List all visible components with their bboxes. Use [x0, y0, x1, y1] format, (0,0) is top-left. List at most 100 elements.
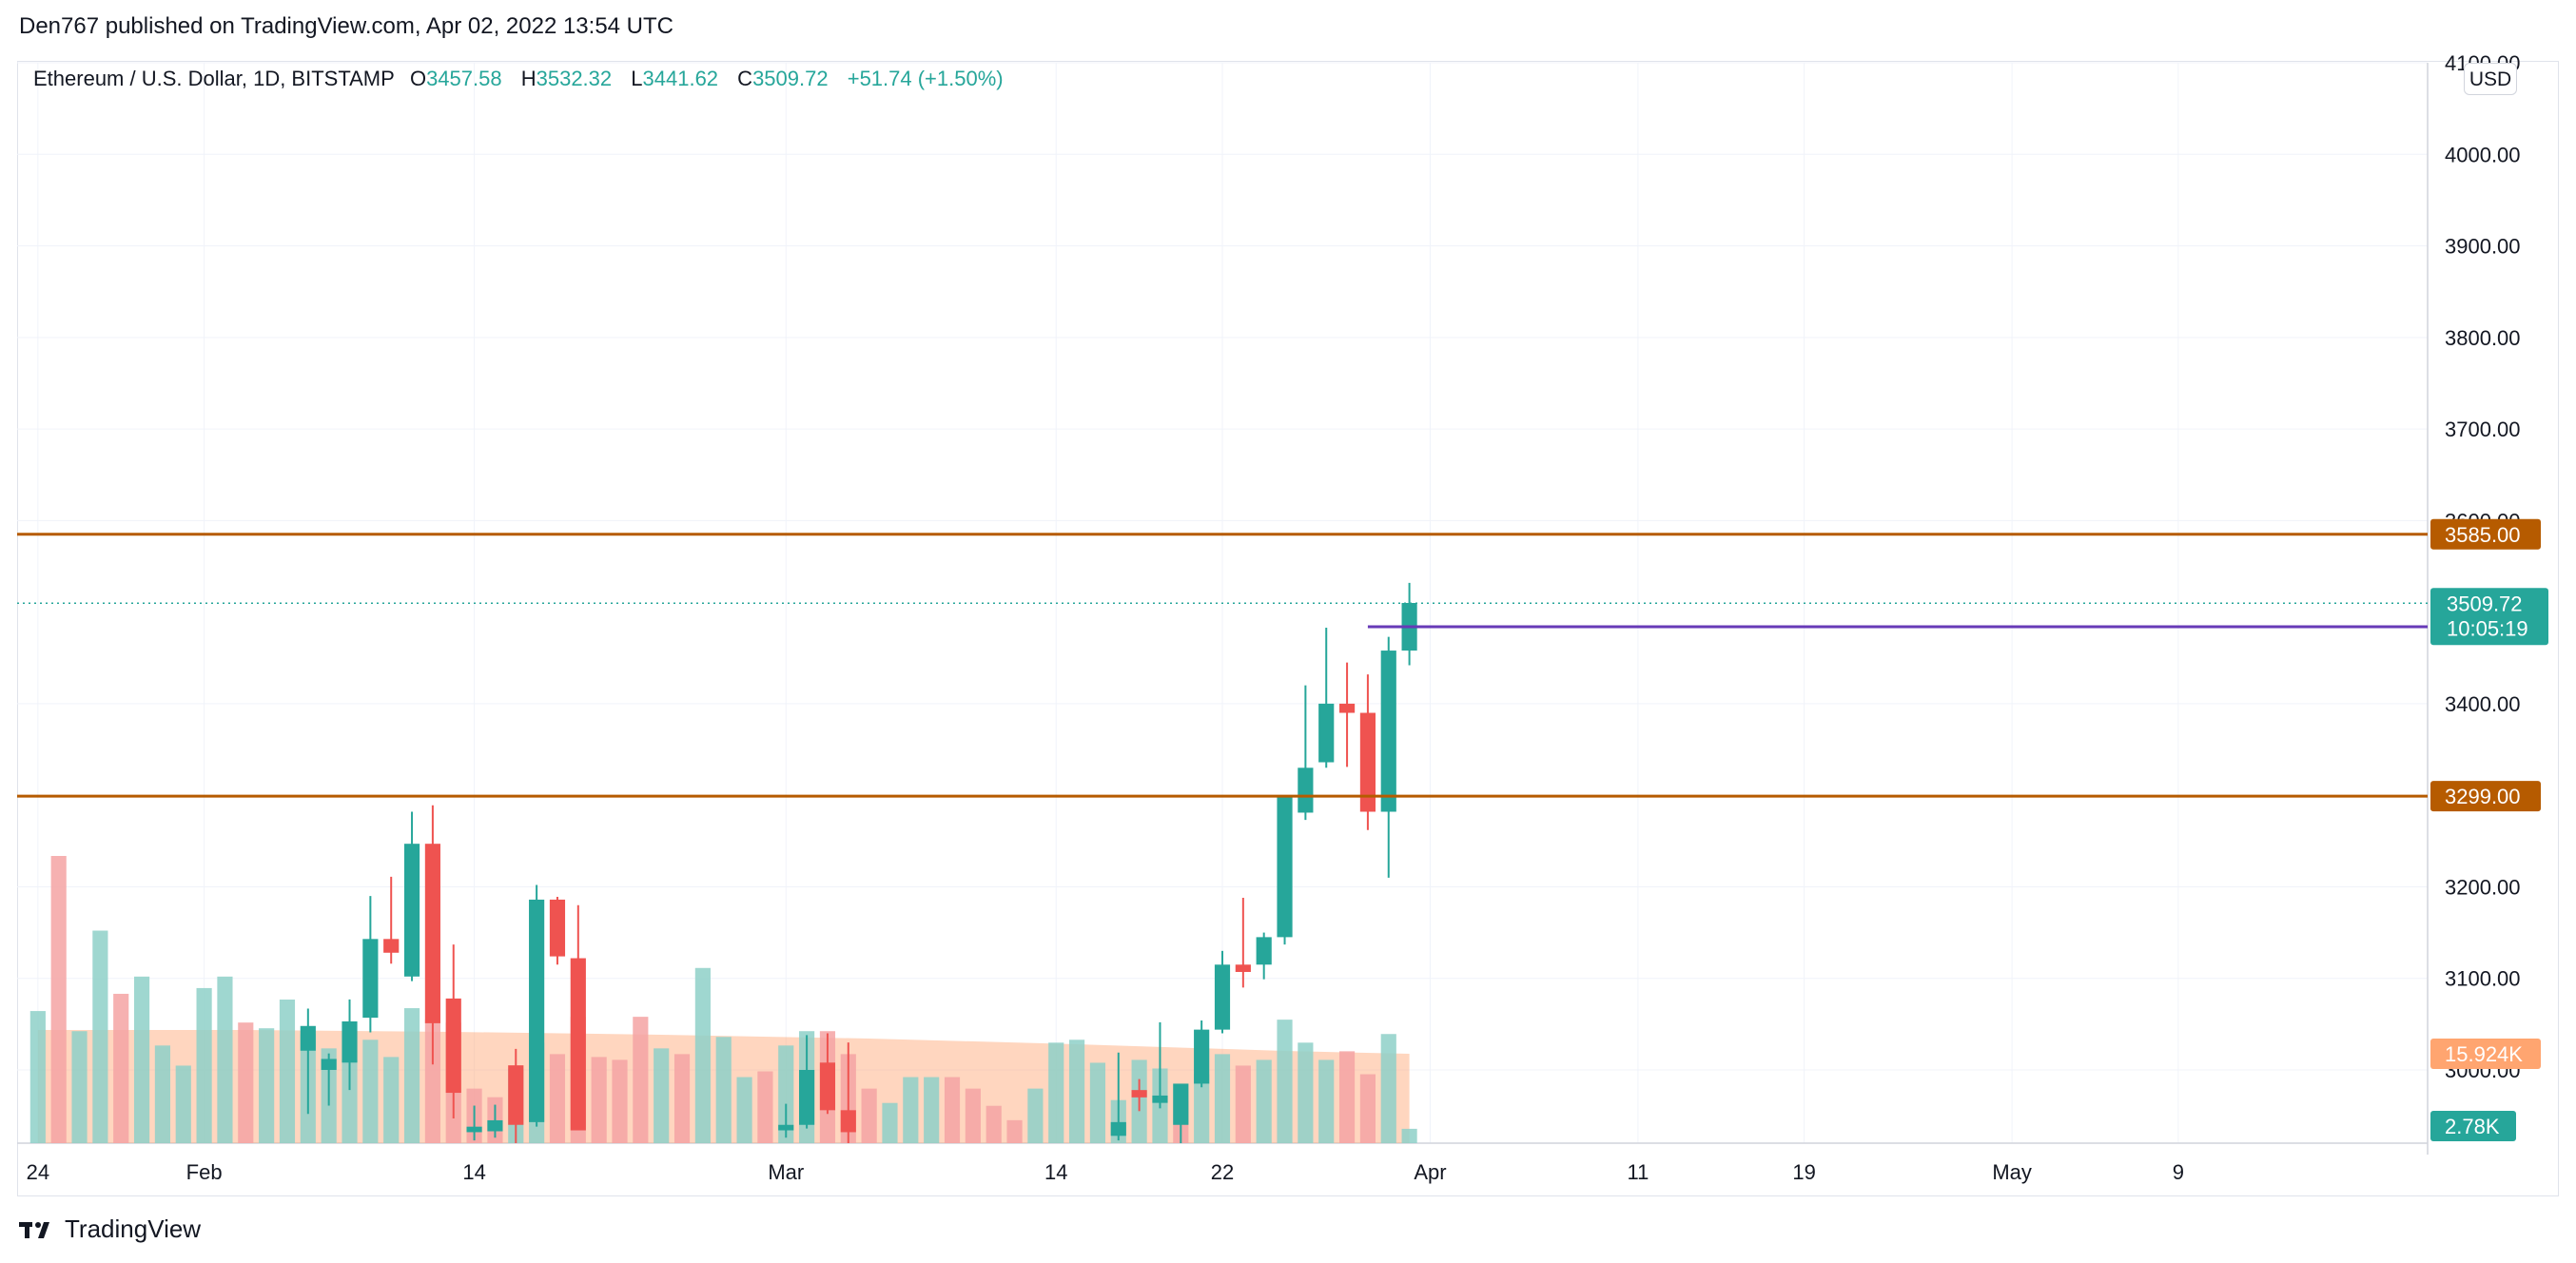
legend-low-label: L — [631, 67, 643, 90]
candle-body — [1152, 1095, 1168, 1103]
legend-high-value: 3532.32 — [536, 67, 613, 90]
volume-bar — [986, 1105, 1002, 1143]
candle-body — [1131, 1090, 1147, 1098]
level-badge-text-resistance: 3585.00 — [2445, 523, 2521, 547]
volume-bar — [196, 987, 212, 1143]
volume-bar — [92, 930, 108, 1143]
y-tick-label: 3700.00 — [2445, 418, 2521, 441]
volume-bar — [1027, 1088, 1044, 1143]
candle-body — [840, 1110, 856, 1133]
volume-bar — [1401, 1128, 1417, 1143]
volume-bar — [673, 1054, 691, 1143]
volume-bar — [1318, 1059, 1335, 1143]
volume-bar — [362, 1040, 379, 1143]
volume-bar — [1089, 1062, 1106, 1143]
last-volume-badge — [2430, 1111, 2516, 1141]
y-tick-label: 3100.00 — [2445, 967, 2521, 991]
volume-bar — [50, 856, 67, 1143]
candle-body — [799, 1069, 815, 1125]
last-volume-text: 2.78K — [2445, 1115, 2500, 1138]
y-tick-label: 4000.00 — [2445, 143, 2521, 166]
candle-body — [424, 844, 440, 1023]
legend-close-value: 3509.72 — [752, 67, 829, 90]
volume-bar — [403, 1008, 420, 1143]
level-badge-text-support: 3299.00 — [2445, 785, 2521, 808]
ohlc-legend: Ethereum / U.S. Dollar, 1D, BITSTAMP O34… — [33, 67, 1004, 91]
x-tick-label: 24 — [27, 1160, 49, 1184]
candle-body — [1298, 768, 1314, 813]
volume-bar — [591, 1057, 607, 1143]
tradingview-logo-icon — [19, 1221, 49, 1238]
volume-bar — [757, 1071, 773, 1143]
volume-bar — [882, 1102, 898, 1143]
volume-bar — [1235, 1065, 1251, 1143]
candle-body — [321, 1059, 337, 1070]
volume-bar — [1006, 1119, 1023, 1143]
y-tick-label: 3200.00 — [2445, 875, 2521, 899]
candle-body — [1256, 937, 1272, 965]
volume-bar — [861, 1088, 877, 1143]
volume-bar — [342, 1059, 358, 1143]
x-tick-label: 11 — [1627, 1160, 1649, 1184]
candle-body — [819, 1062, 836, 1111]
volume-bar — [778, 1045, 794, 1143]
x-tick-label: 22 — [1211, 1160, 1234, 1184]
x-tick-label: Feb — [186, 1160, 223, 1184]
volume-bar — [1256, 1059, 1272, 1143]
volume-bar — [1359, 1074, 1376, 1143]
candle-body — [1338, 703, 1356, 713]
volume-bar — [71, 1031, 88, 1143]
volume-bar — [1069, 1040, 1085, 1143]
volume-bar — [1380, 1034, 1396, 1143]
candle-body — [1214, 964, 1231, 1030]
volume-bar — [259, 1028, 275, 1143]
volume-bar — [1194, 1074, 1210, 1143]
legend-open-value: 3457.58 — [426, 67, 502, 90]
volume-bar — [549, 1054, 566, 1143]
level-badge-support — [2430, 781, 2541, 812]
currency-button[interactable]: USD — [2464, 63, 2517, 95]
x-tick-label: 9 — [2173, 1160, 2184, 1184]
candle-body — [1235, 964, 1251, 972]
x-tick-label: May — [1992, 1160, 2032, 1184]
volume-bar — [715, 1037, 732, 1143]
x-tick-label: 19 — [1792, 1160, 1815, 1184]
x-tick-label: Apr — [1414, 1160, 1446, 1184]
volume-bar — [154, 1045, 170, 1143]
volume-bar — [924, 1077, 940, 1143]
volume-bar — [1298, 1042, 1314, 1143]
volume-bar — [279, 1000, 296, 1143]
y-tick-label: 3900.00 — [2445, 235, 2521, 259]
volume-bar — [217, 976, 233, 1143]
candle-body — [342, 1020, 358, 1063]
volume-bar — [944, 1077, 961, 1143]
candle-body — [445, 998, 461, 1094]
candle-body — [1318, 703, 1335, 763]
legend-close-label: C — [737, 67, 753, 90]
candle-body — [1380, 651, 1396, 812]
footer-brand-text: TradingView — [65, 1214, 202, 1243]
candle-body — [383, 939, 400, 953]
volume-bar — [133, 976, 150, 1143]
legend-low-value: 3441.62 — [642, 67, 719, 90]
candle-body — [1194, 1029, 1210, 1084]
footer-brand[interactable]: TradingView — [19, 1214, 201, 1244]
volume-bar — [424, 1020, 440, 1143]
volume-ma-text: 15.924K — [2445, 1042, 2523, 1066]
candle-body — [362, 939, 379, 1019]
volume-bar — [175, 1065, 191, 1143]
volume-bar — [965, 1088, 981, 1143]
last-price-text: 3509.72 — [2447, 592, 2523, 615]
y-tick-label: 3400.00 — [2445, 692, 2521, 716]
volume-bar — [1214, 1054, 1231, 1143]
volume-bar — [238, 1022, 254, 1143]
volume-bar — [1277, 1020, 1293, 1143]
candle-body — [1110, 1121, 1126, 1137]
volume-bar — [113, 993, 129, 1143]
volume-ma-badge — [2430, 1039, 2541, 1069]
candle-body — [1359, 712, 1376, 812]
candle-body — [403, 844, 420, 977]
candle-body — [1173, 1083, 1189, 1125]
candle-body — [300, 1025, 316, 1051]
